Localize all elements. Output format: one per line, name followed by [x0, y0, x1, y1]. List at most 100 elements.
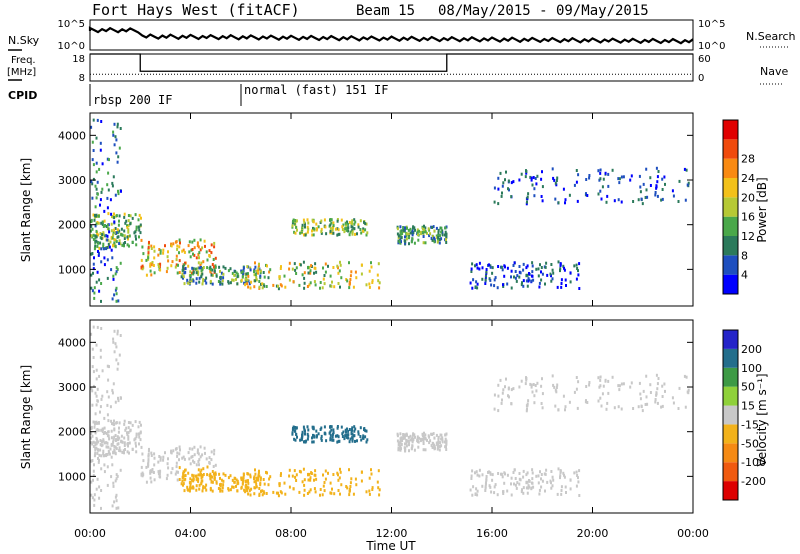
- velocity-echo-cell: [525, 377, 528, 380]
- velocity-echo-cell: [677, 407, 680, 410]
- velocity-echo-cell: [103, 441, 106, 445]
- velocity-echo-cell: [346, 427, 348, 431]
- power-echo-cell: [115, 214, 118, 218]
- power-echo-cell: [344, 227, 347, 231]
- power-echo-cell: [127, 237, 129, 241]
- power-echo-cell: [472, 278, 475, 282]
- velocity-echo-cell: [577, 476, 579, 480]
- power-echo-cell: [360, 272, 363, 276]
- power-echo-cell: [191, 240, 194, 244]
- power-echo-cell: [149, 264, 152, 268]
- power-echo-cell: [213, 269, 216, 273]
- velocity-echo-cell: [186, 485, 189, 489]
- velocity-echo-cell: [618, 388, 621, 392]
- velocity-echo-cell: [121, 450, 124, 454]
- power-echo-cell: [115, 299, 118, 303]
- velocity-echo-cell: [126, 431, 128, 435]
- velocity-echo-cell: [170, 449, 173, 453]
- power-echo-cell: [231, 271, 234, 275]
- velocity-echo-cell: [320, 438, 323, 442]
- velocity-echo-cell: [400, 443, 403, 447]
- power-echo-cell: [424, 226, 427, 230]
- power-echo-cell: [255, 269, 258, 273]
- velocity-echo-cell: [277, 491, 279, 495]
- power-echo-cell: [437, 233, 440, 237]
- velocity-echo-cell: [310, 471, 313, 475]
- colorbar-swatch: [723, 348, 738, 368]
- power-echo-cell: [540, 266, 543, 269]
- power-echo-cell: [323, 274, 326, 277]
- velocity-echo-cell: [101, 430, 104, 433]
- velocity-echo-cell: [171, 467, 174, 471]
- power-echo-cell: [409, 227, 412, 231]
- power-echo-cell: [261, 282, 264, 286]
- velocity-echo-cell: [312, 427, 315, 431]
- power-echo-cell: [507, 179, 510, 183]
- power-echo-cell: [350, 270, 353, 274]
- velocity-echo-cell: [320, 426, 323, 430]
- power-echo-cell: [100, 282, 103, 285]
- velocity-echo-cell: [92, 384, 95, 388]
- power-echo-cell: [108, 158, 110, 162]
- velocity-echo-cell: [526, 480, 529, 484]
- power-echo-cell: [147, 252, 150, 256]
- velocity-echo-cell: [92, 325, 95, 329]
- power-echo-cell: [141, 264, 144, 268]
- power-echo-cell: [184, 261, 186, 265]
- velocity-echo-cell: [288, 485, 291, 489]
- colorbar-tick-label: 200: [741, 343, 762, 356]
- power-echo-cell: [474, 264, 476, 268]
- power-echo-cell: [133, 231, 136, 235]
- velocity-echo-cell: [563, 473, 565, 477]
- velocity-echo-cell: [92, 474, 95, 478]
- velocity-echo-cell: [195, 488, 198, 492]
- velocity-echo-cell: [184, 474, 187, 477]
- velocity-echo-cell: [96, 477, 99, 481]
- power-echo-cell: [296, 228, 298, 232]
- power-echo-cell: [330, 221, 333, 225]
- cpid-strip: rbsp 200 IF normal (fast) 151 IF: [89, 83, 389, 107]
- velocity-echo-cell: [246, 489, 249, 493]
- colorbar-tick-label: 20: [741, 191, 755, 204]
- velocity-echo-cell: [97, 440, 100, 444]
- velocity-echo-cell: [296, 435, 298, 439]
- power-echo-cell: [474, 285, 477, 289]
- power-echo-cell: [531, 270, 534, 274]
- velocity-echo-cell: [196, 448, 199, 452]
- power-echo-cell: [505, 170, 507, 174]
- power-echo-cell: [354, 232, 356, 236]
- velocity-echo-cell: [323, 481, 326, 484]
- velocity-echo-cell: [578, 494, 581, 497]
- velocity-echo-cell: [645, 374, 648, 378]
- velocity-echo-cell: [262, 478, 265, 481]
- power-echo-cell: [416, 228, 419, 232]
- power-echo-cell: [195, 267, 198, 271]
- velocity-echo-cell: [445, 445, 447, 449]
- velocity-echo-cell: [569, 487, 572, 491]
- power-echo-cell: [196, 241, 199, 245]
- power-echo-cell: [302, 260, 305, 264]
- velocity-echo-cell: [531, 468, 534, 472]
- velocity-echo-cell: [347, 436, 349, 440]
- velocity-echo-cell: [106, 364, 109, 368]
- velocity-echo-cell: [337, 435, 340, 439]
- velocity-echo-cell: [493, 407, 496, 411]
- velocity-echo-cell: [513, 482, 515, 486]
- power-echo-cell: [541, 170, 543, 174]
- power-echo-cell: [107, 238, 110, 242]
- power-echo-cell: [98, 289, 101, 293]
- power-echo-cell: [441, 229, 444, 233]
- velocity-echo-cell: [663, 382, 666, 386]
- power-echo-cell: [345, 226, 348, 230]
- velocity-echo-cell: [254, 472, 257, 476]
- velocity-echo-cell: [481, 473, 484, 477]
- velocity-echo-cell: [174, 447, 177, 451]
- power-echo-cell: [201, 282, 204, 286]
- velocity-echo-cell: [527, 484, 530, 488]
- power-echo-cell: [197, 261, 200, 265]
- power-echo-cell: [292, 280, 295, 284]
- power-echo-cell: [313, 266, 316, 270]
- power-echo-cell: [94, 241, 97, 245]
- velocity-echo-cell: [438, 445, 441, 449]
- power-echo-cell: [224, 266, 227, 270]
